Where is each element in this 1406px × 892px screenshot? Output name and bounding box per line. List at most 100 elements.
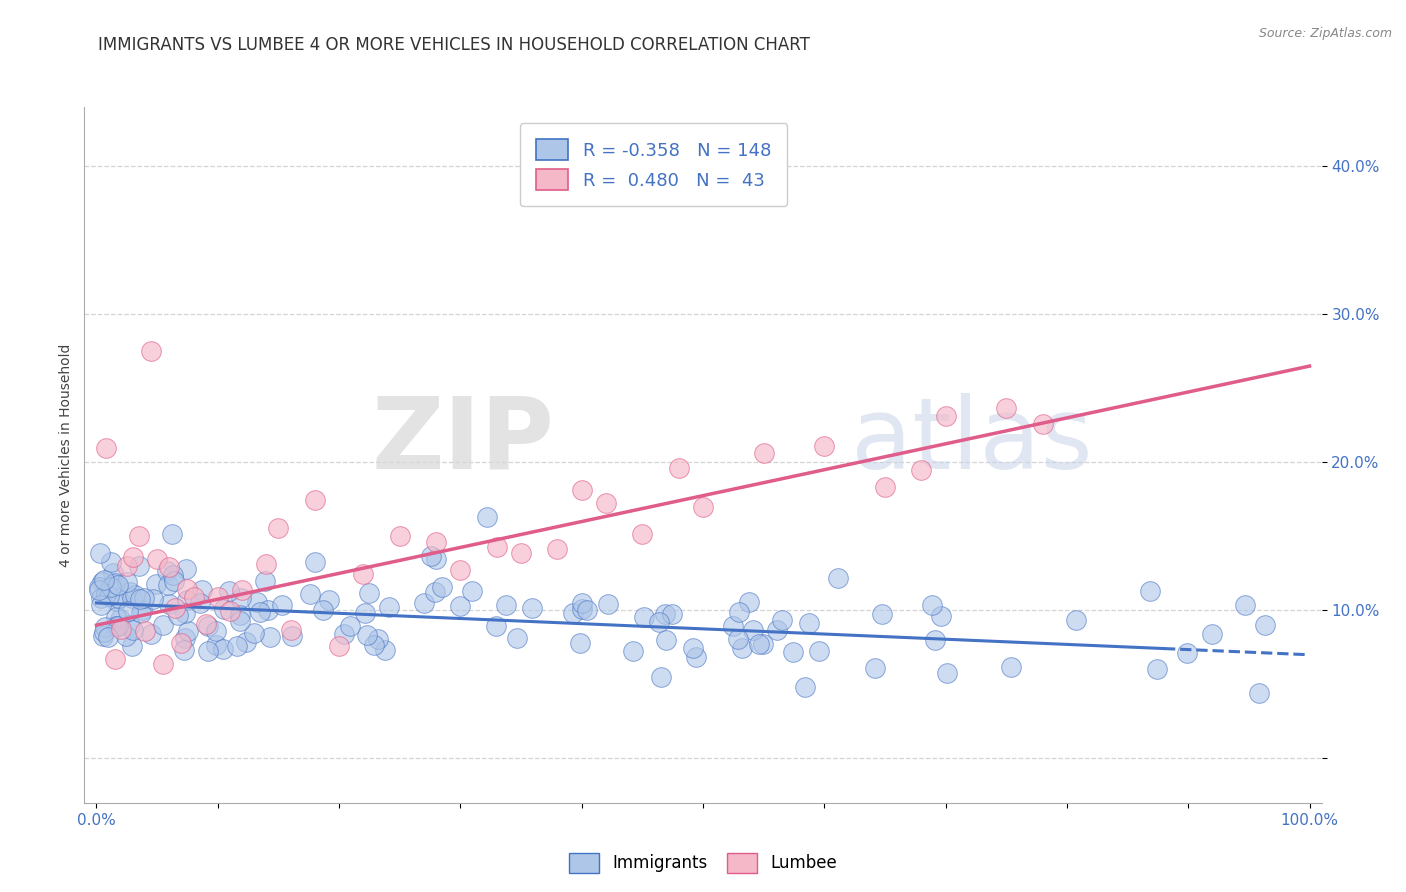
Point (738, 595, 761, 609)
Point (142, 592, 165, 607)
Point (280, 623, 302, 637)
Point (100, 580, 122, 594)
Point (145, 576, 167, 591)
Point (139, 344, 162, 359)
Point (124, 589, 146, 603)
Point (174, 607, 197, 621)
Point (661, 607, 683, 621)
Point (935, 409, 957, 424)
Point (162, 568, 184, 582)
Point (176, 582, 198, 596)
Point (121, 624, 143, 638)
Point (157, 559, 180, 574)
Point (449, 564, 471, 578)
Point (188, 596, 211, 610)
Point (633, 609, 655, 624)
Point (176, 593, 198, 607)
Point (96, 441, 118, 455)
Point (121, 639, 143, 653)
Point (118, 618, 141, 632)
Point (650, 670, 672, 684)
Point (219, 604, 242, 618)
Point (935, 665, 957, 680)
Point (562, 606, 585, 620)
Point (596, 597, 619, 611)
Point (152, 657, 174, 671)
Point (461, 583, 484, 598)
Point (242, 625, 264, 640)
Point (668, 460, 690, 475)
Point (721, 618, 744, 632)
Point (94, 620, 117, 634)
Point (1254, 618, 1277, 632)
Point (235, 635, 257, 649)
Point (865, 661, 887, 675)
Point (177, 624, 200, 639)
Point (304, 492, 326, 507)
Point (648, 615, 671, 629)
Point (419, 549, 441, 563)
Point (751, 637, 773, 651)
Point (131, 603, 153, 617)
Point (267, 520, 290, 534)
Point (510, 546, 533, 560)
Point (929, 609, 952, 624)
Point (104, 594, 127, 608)
Point (571, 601, 593, 615)
Point (96, 587, 118, 601)
Point (910, 463, 932, 477)
Point (170, 636, 193, 650)
Point (91, 629, 114, 643)
Point (1234, 598, 1257, 612)
Point (1201, 626, 1223, 640)
Point (207, 590, 229, 604)
Point (98, 589, 121, 603)
Point (152, 617, 174, 632)
Point (571, 483, 593, 497)
Point (318, 593, 340, 607)
Point (218, 584, 240, 599)
Point (475, 510, 498, 524)
Point (174, 562, 197, 576)
Point (90, 598, 112, 612)
Point (692, 500, 714, 514)
Point (425, 535, 447, 549)
Point (191, 582, 214, 597)
Point (752, 445, 775, 459)
Point (595, 496, 617, 510)
Point (794, 680, 817, 694)
Point (104, 652, 127, 666)
Point (339, 619, 361, 633)
Point (432, 581, 454, 595)
Point (87, 581, 110, 595)
Point (256, 603, 278, 617)
Point (104, 575, 127, 590)
Point (107, 578, 129, 592)
Point (167, 607, 190, 622)
Point (108, 612, 131, 626)
Point (727, 605, 749, 619)
Point (412, 596, 434, 610)
Point (1032, 417, 1054, 431)
Point (353, 606, 375, 620)
Point (546, 541, 568, 556)
Point (280, 628, 302, 642)
Point (91, 575, 114, 590)
Point (173, 642, 195, 657)
Point (115, 575, 138, 590)
Point (128, 592, 150, 607)
Point (1247, 686, 1270, 700)
Text: atlas: atlas (852, 392, 1092, 490)
Point (741, 623, 763, 637)
Point (246, 595, 269, 609)
Point (254, 558, 277, 572)
Point (228, 614, 250, 628)
Legend: Immigrants, Lumbee: Immigrants, Lumbee (562, 847, 844, 880)
Point (121, 591, 143, 605)
Point (212, 641, 235, 656)
Point (155, 564, 177, 578)
Point (654, 607, 676, 621)
Point (90, 591, 112, 606)
Point (157, 597, 180, 611)
Point (129, 607, 152, 621)
